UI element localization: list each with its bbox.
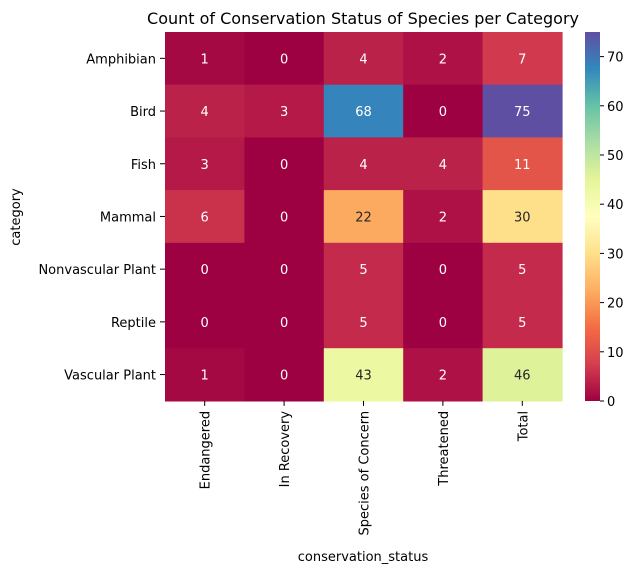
- heatmap-cell: [323, 84, 404, 138]
- cell-value-label: 5: [518, 263, 526, 278]
- heatmap-cell: [244, 348, 325, 402]
- y-axis-ticks: Amphibian Bird Fish Mammal Nonvascular Plant…: [38, 52, 165, 384]
- x-tick-label: Threatened: [437, 411, 452, 487]
- cell-value-label: 0: [280, 369, 288, 384]
- heatmap-cell: [165, 32, 245, 86]
- heatmap-cell: [323, 242, 404, 297]
- y-tick-label: Reptile: [111, 316, 156, 331]
- cell-value-label: 1: [201, 52, 209, 67]
- heatmap-cell: [403, 84, 484, 138]
- heatmap-cell: [482, 348, 563, 402]
- heatmap-cell: [165, 348, 245, 402]
- y-tick-label: Fish: [131, 158, 156, 173]
- cell-value-label: 68: [355, 105, 372, 120]
- cell-value-label: 0: [280, 158, 288, 173]
- heatmap-cells: 1 0 4 2 74 3 68 0 753 0 4 4 116 0 22 2 300 0 5 0 50 0 5 0 51 0 43 2…: [165, 32, 563, 402]
- heatmap-cell: [403, 190, 484, 244]
- heatmap-cell: [403, 348, 484, 402]
- heatmap-cell: [482, 295, 563, 349]
- heatmap-cell: [403, 32, 484, 86]
- y-tick-label: Bird: [130, 105, 156, 120]
- cell-value-label: 0: [280, 52, 288, 67]
- heatmap-cell: [482, 137, 563, 191]
- cell-value-label: 2: [439, 210, 447, 225]
- colorbar-tick-label: 0: [607, 395, 615, 410]
- heatmap-cell: [165, 84, 245, 138]
- heatmap-cell: [244, 137, 325, 191]
- chart-title: Count of Conservation Status of Species …: [147, 9, 579, 28]
- cell-value-label: 0: [439, 316, 447, 331]
- cell-value-label: 75: [514, 105, 531, 120]
- y-axis-label: category: [9, 188, 24, 246]
- cell-value-label: 30: [514, 210, 531, 225]
- heatmap-cell: [323, 295, 404, 349]
- cell-value-label: 2: [439, 52, 447, 67]
- cell-value-label: 5: [359, 263, 367, 278]
- heatmap-cell: [165, 242, 245, 297]
- cell-value-label: 46: [514, 369, 531, 384]
- cell-value-label: 4: [359, 158, 367, 173]
- cell-value-label: 4: [201, 105, 209, 120]
- x-tick-label: In Recovery: [278, 411, 293, 488]
- colorbar-tick-label: 60: [607, 100, 624, 115]
- y-tick-label: Amphibian: [86, 52, 156, 67]
- heatmap-cell: [323, 32, 404, 86]
- x-tick-label: Total: [516, 411, 531, 442]
- heatmap-cell: [165, 295, 245, 349]
- cell-value-label: 3: [280, 105, 288, 120]
- heatmap-cell: [244, 32, 325, 86]
- cell-value-label: 0: [439, 263, 447, 278]
- heatmap-cell: [165, 190, 245, 244]
- y-tick-label: Nonvascular Plant: [38, 263, 156, 278]
- cell-value-label: 1: [201, 369, 209, 384]
- cell-value-label: 3: [201, 158, 209, 173]
- colorbar-tick-label: 10: [607, 346, 624, 361]
- colorbar: 0 10 20 30 40 50 60 70: [585, 32, 624, 410]
- x-axis-ticks: Endangered In Recovery Species of Concern T…: [199, 400, 531, 536]
- colorbar-tick-label: 70: [607, 51, 624, 66]
- heatmap-cell: [482, 242, 563, 297]
- cell-value-label: 0: [280, 316, 288, 331]
- heatmap-cell: [323, 137, 404, 191]
- heatmap-cell: [244, 84, 325, 138]
- colorbar-tick-label: 20: [607, 297, 624, 312]
- cell-value-label: 2: [439, 369, 447, 384]
- cell-value-label: 0: [280, 210, 288, 225]
- colorbar-tick-label: 30: [607, 247, 624, 262]
- cell-value-label: 22: [355, 210, 372, 225]
- cell-value-label: 11: [514, 158, 531, 173]
- x-tick-label: Species of Concern: [358, 411, 373, 536]
- heatmap-cell: [482, 32, 563, 86]
- colorbar-tick-label: 50: [607, 149, 624, 164]
- heatmap-cell: [323, 190, 404, 244]
- x-axis-label: conservation_status: [298, 550, 429, 565]
- cell-value-label: 0: [439, 105, 447, 120]
- y-tick-label: Vascular Plant: [64, 369, 156, 384]
- cell-value-label: 7: [518, 52, 526, 67]
- heatmap-cell: [403, 242, 484, 297]
- cell-value-label: 0: [201, 316, 209, 331]
- y-tick-label: Mammal: [100, 210, 156, 225]
- cell-value-label: 6: [201, 210, 209, 225]
- x-tick-label: Endangered: [199, 411, 214, 489]
- cell-value-label: 5: [359, 316, 367, 331]
- cell-value-label: 0: [201, 263, 209, 278]
- cell-value-label: 4: [359, 52, 367, 67]
- colorbar-gradient: [585, 32, 600, 401]
- heatmap-cell: [165, 137, 245, 191]
- heatmap-cell: [403, 295, 484, 349]
- heatmap-cell: [403, 137, 484, 191]
- heatmap-cell: [482, 84, 563, 138]
- cell-value-label: 0: [280, 263, 288, 278]
- cell-value-label: 4: [439, 158, 447, 173]
- heatmap-cell: [323, 348, 404, 402]
- heatmap-cell: [482, 190, 563, 244]
- cell-value-label: 43: [355, 369, 372, 384]
- heatmap-cell: [244, 242, 325, 297]
- heatmap-cell: [244, 295, 325, 349]
- heatmap-cell: [244, 190, 325, 244]
- cell-value-label: 5: [518, 316, 526, 331]
- colorbar-tick-label: 40: [607, 198, 624, 213]
